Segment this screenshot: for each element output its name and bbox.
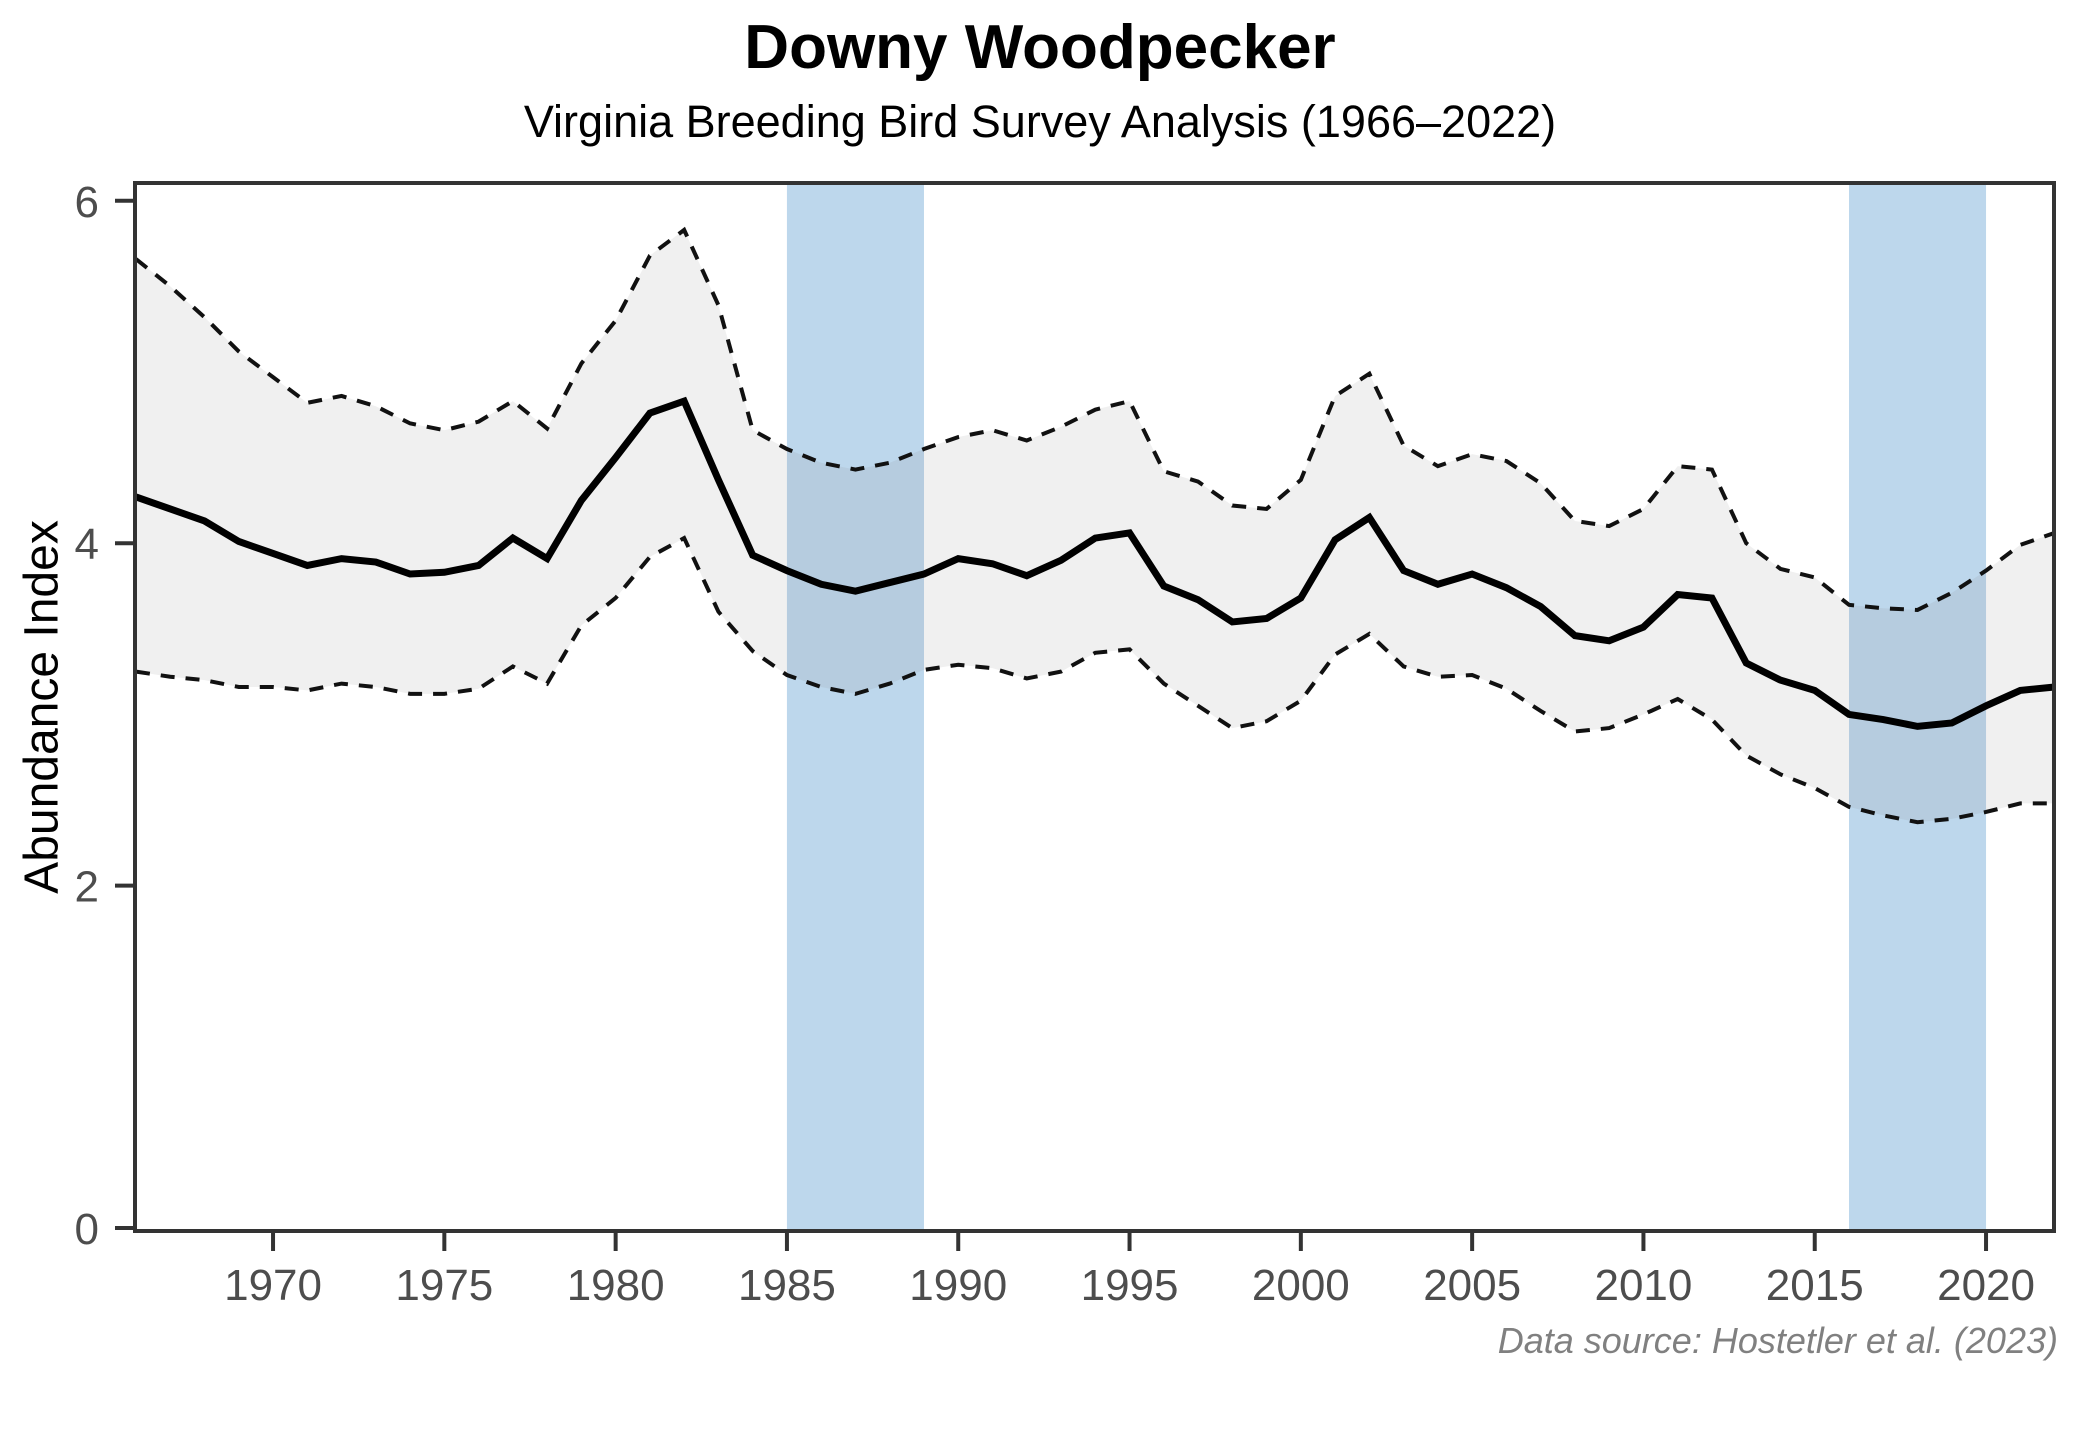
y-tick-label: 4 xyxy=(75,520,99,569)
x-tick-label: 1980 xyxy=(567,1261,665,1310)
x-tick-label: 2020 xyxy=(1937,1261,2035,1310)
confidence-ribbon xyxy=(136,229,2055,823)
chart-title: Downy Woodpecker xyxy=(744,13,1336,82)
y-tick-label: 6 xyxy=(75,178,99,227)
highlight-band xyxy=(786,185,924,1229)
tick-labels: 1970 1975 1980 1985 1990 1995 2000 2005 2010 2015… xyxy=(75,178,2035,1310)
x-tick-label: 2010 xyxy=(1594,1261,1692,1310)
x-tick-label: 1975 xyxy=(395,1261,493,1310)
panel-border xyxy=(133,181,2056,1233)
chart-subtitle: Virginia Breeding Bird Survey Analysis (… xyxy=(523,96,1557,147)
data-lines xyxy=(134,226,2056,825)
lower-ci-line xyxy=(135,535,2055,825)
abundance-line xyxy=(134,396,2055,730)
x-tick-label: 1995 xyxy=(1081,1261,1179,1310)
x-tick-label: 1990 xyxy=(909,1261,1007,1310)
highlight-band xyxy=(1849,185,1987,1229)
data-source-caption: Data source: Hostetler et al. (2023) xyxy=(1497,1320,2058,1361)
axes xyxy=(115,181,2056,1251)
highlight-bands xyxy=(786,185,1987,1229)
x-tick-label: 1970 xyxy=(224,1261,322,1310)
x-tick-label: 2015 xyxy=(1766,1261,1864,1310)
x-tick-label: 2005 xyxy=(1423,1261,1521,1310)
x-tick-label: 1985 xyxy=(738,1261,836,1310)
upper-ci-line xyxy=(134,226,2056,612)
x-tick-label: 2000 xyxy=(1252,1261,1350,1310)
confidence-ribbon-fill xyxy=(136,229,2055,823)
y-tick-label: 0 xyxy=(75,1205,99,1254)
y-tick-label: 2 xyxy=(75,863,99,912)
